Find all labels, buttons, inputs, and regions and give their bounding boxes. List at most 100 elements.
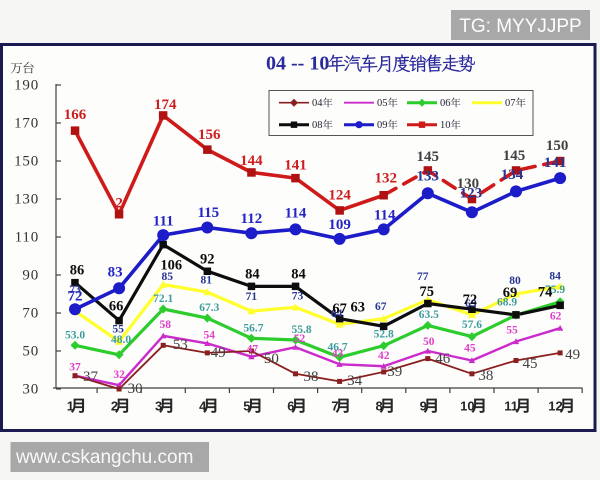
svg-text:58: 58: [159, 319, 171, 331]
svg-text:55.8: 55.8: [291, 324, 311, 336]
svg-text:37: 37: [69, 361, 81, 373]
svg-text:70: 70: [22, 305, 39, 321]
svg-text:115: 115: [197, 205, 219, 221]
svg-text:112: 112: [241, 211, 263, 227]
svg-text:04: 04: [312, 98, 323, 109]
svg-text:109: 109: [328, 217, 351, 233]
svg-text:46: 46: [435, 351, 451, 367]
svg-text:54: 54: [204, 329, 216, 341]
svg-text:9: 9: [420, 399, 427, 414]
svg-text:TG: MYYJJPP: TG: MYYJJPP: [459, 16, 581, 37]
svg-text:53: 53: [173, 337, 188, 353]
svg-text:42: 42: [378, 350, 390, 362]
svg-text:123: 123: [460, 186, 483, 202]
svg-text:72.1: 72.1: [153, 293, 173, 305]
svg-text:80: 80: [509, 275, 521, 287]
svg-text:114: 114: [285, 206, 307, 222]
svg-text:39: 39: [387, 364, 402, 380]
svg-text:48.0: 48.0: [111, 334, 131, 346]
svg-text:63: 63: [350, 299, 365, 315]
svg-text:67: 67: [375, 301, 387, 313]
svg-text:1: 1: [67, 399, 74, 414]
svg-text:46.7: 46.7: [328, 342, 348, 354]
svg-text:190: 190: [14, 77, 39, 93]
svg-text:64: 64: [331, 308, 343, 320]
svg-text:144: 144: [240, 153, 263, 169]
svg-text:52: 52: [294, 333, 306, 345]
svg-text:50: 50: [264, 351, 279, 367]
svg-text:38: 38: [478, 368, 493, 384]
svg-text:170: 170: [14, 115, 39, 131]
svg-text:3: 3: [155, 399, 162, 414]
svg-text:07: 07: [505, 98, 516, 109]
svg-text:www.cskangchu.com: www.cskangchu.com: [15, 447, 193, 468]
svg-text:75.9: 75.9: [545, 284, 565, 296]
svg-text:69: 69: [503, 285, 518, 301]
svg-text:67.3: 67.3: [199, 302, 219, 314]
svg-text:111: 111: [153, 213, 174, 229]
svg-text:45: 45: [523, 356, 538, 372]
svg-text:69: 69: [465, 298, 477, 310]
svg-text:30: 30: [22, 381, 39, 397]
svg-text:110: 110: [15, 229, 39, 245]
svg-text:50: 50: [22, 343, 39, 359]
svg-text:130: 130: [14, 191, 39, 207]
svg-text:10: 10: [460, 399, 474, 414]
svg-text:75: 75: [420, 284, 435, 300]
svg-text:47: 47: [247, 344, 259, 356]
svg-text:34: 34: [347, 373, 363, 389]
svg-text:141: 141: [544, 155, 567, 171]
svg-text:06: 06: [440, 98, 451, 109]
svg-text:134: 134: [501, 167, 524, 183]
svg-text:57.6: 57.6: [462, 319, 482, 331]
svg-text:174: 174: [154, 97, 177, 113]
svg-text:04 -- 10: 04 -- 10: [266, 53, 329, 75]
svg-text:71: 71: [246, 291, 258, 303]
svg-text:8: 8: [376, 399, 383, 414]
svg-text:37: 37: [83, 369, 99, 385]
svg-text:114: 114: [374, 208, 396, 224]
svg-text:166: 166: [64, 107, 87, 123]
svg-text:86: 86: [70, 263, 85, 279]
svg-text:5: 5: [243, 399, 250, 414]
svg-text:141: 141: [284, 157, 307, 173]
svg-text:72: 72: [463, 292, 478, 308]
svg-text:90: 90: [22, 267, 39, 283]
svg-text:84: 84: [245, 267, 260, 283]
svg-text:6: 6: [287, 399, 294, 414]
svg-text:2: 2: [115, 196, 123, 212]
svg-text:43: 43: [332, 348, 344, 360]
svg-text:72: 72: [68, 289, 83, 305]
svg-text:55: 55: [506, 325, 518, 337]
svg-text:08: 08: [312, 120, 323, 131]
svg-text:7: 7: [331, 399, 338, 414]
svg-text:12: 12: [548, 399, 562, 414]
svg-text:05: 05: [377, 98, 388, 109]
svg-text:132: 132: [374, 171, 397, 187]
svg-text:74: 74: [538, 285, 553, 301]
svg-text:32: 32: [113, 369, 125, 381]
svg-text:30: 30: [128, 381, 143, 397]
svg-text:84: 84: [549, 270, 561, 282]
svg-text:11: 11: [504, 399, 518, 414]
svg-text:73: 73: [69, 284, 81, 296]
svg-text:66: 66: [109, 299, 124, 315]
svg-text:130: 130: [457, 176, 480, 192]
svg-text:85: 85: [161, 271, 173, 283]
svg-text:4: 4: [199, 399, 207, 414]
svg-text:124: 124: [328, 188, 351, 204]
svg-text:150: 150: [546, 138, 569, 154]
svg-text:55: 55: [112, 324, 124, 336]
svg-text:49: 49: [565, 347, 580, 363]
svg-text:50: 50: [423, 336, 435, 348]
svg-text:156: 156: [198, 127, 221, 143]
svg-text:63.5: 63.5: [419, 309, 439, 321]
svg-text:68.9: 68.9: [497, 297, 517, 309]
svg-text:133: 133: [417, 169, 440, 185]
svg-text:77: 77: [417, 271, 429, 283]
svg-text:145: 145: [417, 149, 440, 165]
svg-text:10: 10: [440, 120, 451, 131]
svg-text:52.8: 52.8: [374, 329, 394, 341]
svg-text:49: 49: [211, 345, 226, 361]
svg-text:2: 2: [111, 399, 118, 414]
